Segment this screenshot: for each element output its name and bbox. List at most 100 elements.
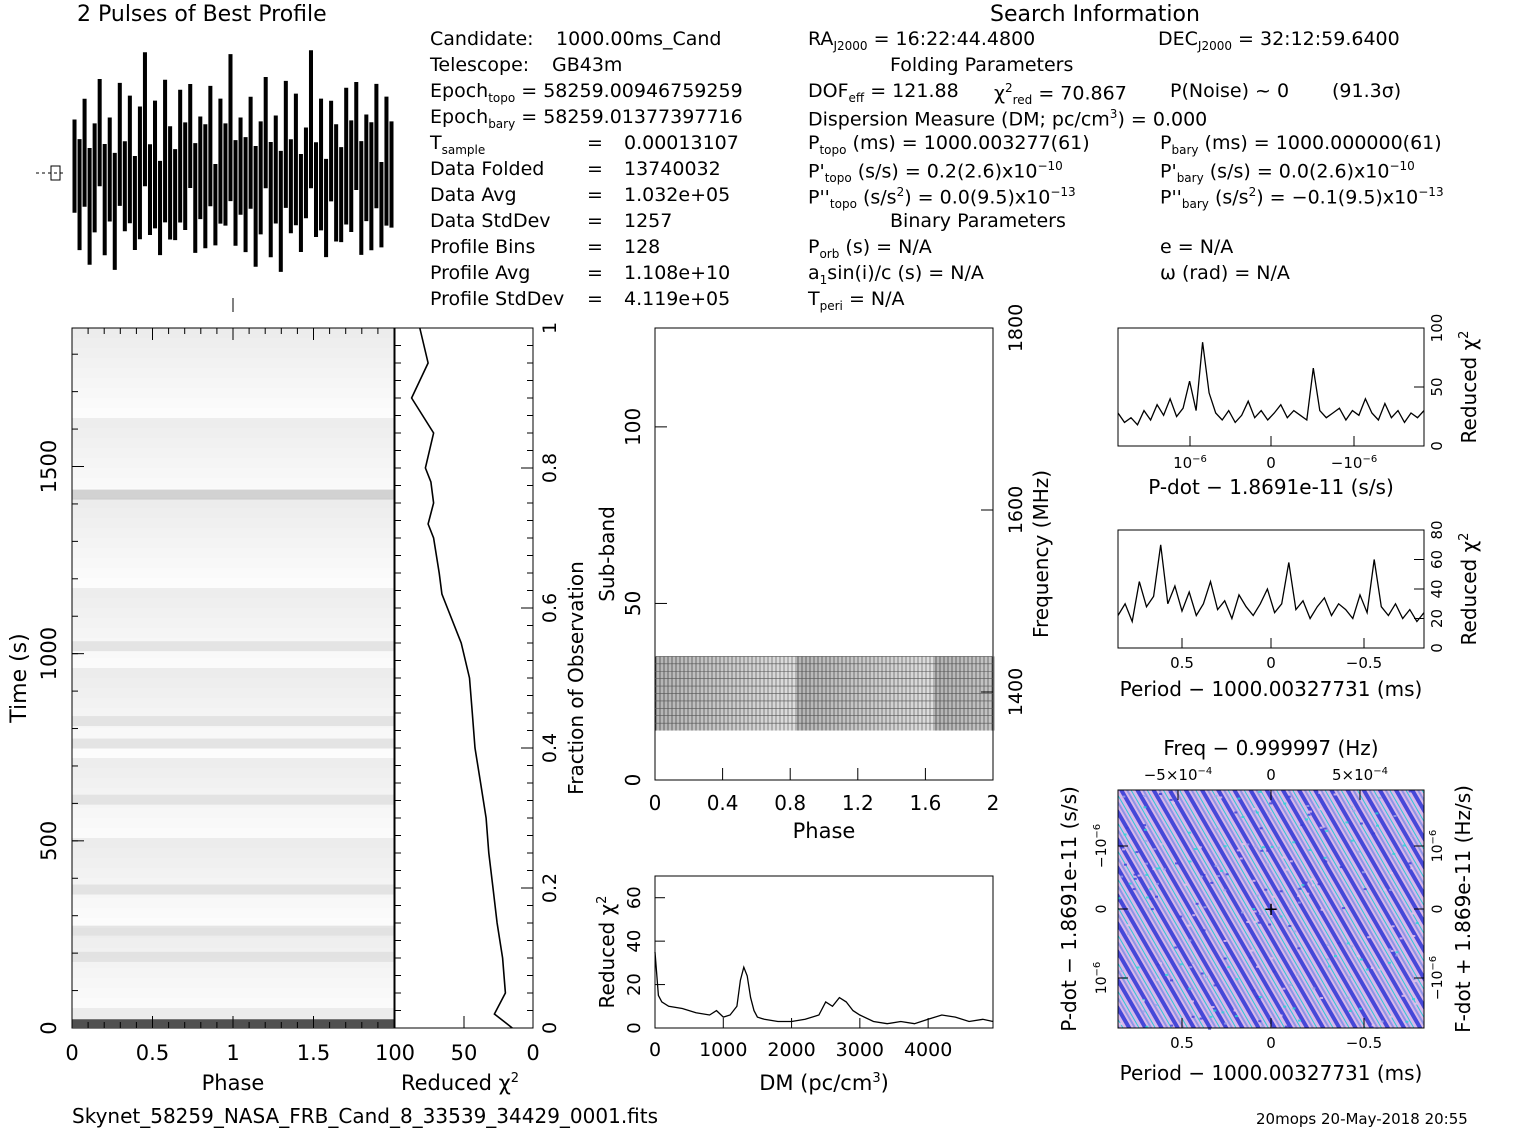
- p-pdot-pixel: [1170, 979, 1173, 982]
- p-pdot-pixel: [1191, 1000, 1194, 1003]
- p-pdot-pixel: [1136, 966, 1140, 969]
- p-pdot-pixel: [1255, 995, 1259, 998]
- x-tick-label: 2: [987, 791, 1000, 815]
- p-pdot-pixel: [1377, 968, 1381, 971]
- time-phase-bright-row: [72, 716, 394, 727]
- time-phase-row: [72, 338, 394, 348]
- time-phase-row: [72, 918, 394, 928]
- p-pdot-pixel: [1188, 987, 1192, 990]
- y-tick-label: 20: [624, 973, 645, 996]
- p-pdot-pixel: [1389, 888, 1393, 891]
- info-row-label: Tsample: [430, 132, 486, 157]
- info-row-eq: =: [587, 236, 603, 258]
- x-tick-label: 50: [451, 1041, 478, 1065]
- p-pdot-pixel: [1298, 887, 1302, 890]
- time-phase-row: [72, 768, 394, 778]
- p-pdot-pixel: [1252, 989, 1256, 992]
- x-tick-label: 2000: [767, 1039, 815, 1061]
- time-phase-row: [72, 978, 394, 988]
- y-tick-label: 0.4: [539, 733, 561, 763]
- time-phase-row: [72, 908, 394, 918]
- p-pdot-pixel: [1195, 902, 1199, 905]
- p-pdot-pixel: [1323, 827, 1327, 830]
- p-pdot-pixel: [1410, 835, 1414, 837]
- info-row-value: 0.00013107: [624, 132, 739, 154]
- subband-panel: 0 0.4 0.8 1.2 1.6 2 0 50 100 1400 1600 1800: [621, 304, 1027, 815]
- p-pdot-pixel: [1304, 881, 1308, 884]
- epoch-bary: Epochbary = 58259.01377397716: [430, 106, 743, 131]
- p-pdot-pixel: [1345, 821, 1349, 824]
- y-tick-label: 0: [1094, 905, 1110, 914]
- t-peri: Tperi = N/A: [808, 288, 905, 313]
- y-tick-label: 10−6: [1092, 962, 1110, 995]
- p-pdot-pixel: [1359, 822, 1363, 825]
- p-pdot-pixel: [1292, 1007, 1296, 1010]
- x-tick-label: 0.4: [707, 791, 739, 815]
- p-pdot-pixel: [1239, 857, 1243, 860]
- epoch-topo: Epochtopo = 58259.00946759259: [430, 80, 743, 105]
- p-pdot-pixel: [1183, 883, 1187, 886]
- p-pdot-pixel: [1213, 1009, 1217, 1012]
- period-panel: 0 20 40 60 80 0.5 0 −0.5: [1117, 520, 1446, 672]
- p-pdot-pixel: [1118, 905, 1121, 908]
- p-pdot-pixel: [1169, 790, 1173, 793]
- pddot-bary: P''bary (s/s2) = −0.1(9.5)x10−13: [1160, 185, 1444, 212]
- p-pdot-pixel: [1214, 864, 1218, 867]
- time-phase-row: [72, 448, 394, 458]
- time-phase-row: [72, 778, 394, 788]
- time-phase-rows: [72, 328, 394, 1028]
- p-pdot-pixel: [1356, 954, 1360, 957]
- p-pdot-pixel: [1175, 862, 1178, 865]
- p-pdot-pixel: [1159, 843, 1163, 846]
- time-phase-row: [72, 458, 394, 468]
- time-phase-row: [72, 578, 394, 588]
- p-pdot-pixel: [1257, 997, 1261, 1000]
- p-pdot-pixel: [1288, 925, 1292, 927]
- telescope-label: Telescope:: [430, 54, 530, 76]
- p-pdot-pixel: [1236, 849, 1240, 852]
- time-phase-bright-row: [72, 489, 394, 500]
- y-tick-label: 100: [1428, 314, 1446, 343]
- time-phase-row: [72, 348, 394, 358]
- p-pdot-pixel: [1143, 824, 1146, 827]
- p-pdot-pixel: [1158, 958, 1162, 961]
- x-tick-label: 0: [649, 1039, 661, 1061]
- p-pdot-pixel: [1268, 812, 1272, 815]
- p-topo: Ptopo (ms) = 1000.003277(61): [808, 132, 1090, 157]
- p-pdot-pixel: [1289, 860, 1293, 863]
- y-tick-label: 500: [37, 821, 61, 861]
- p-pdot-pixel: [1293, 930, 1297, 933]
- p-pdot-pixel: [1223, 845, 1227, 848]
- p-pdot-pixel: [1118, 897, 1121, 900]
- y-tick-label: 1000: [37, 627, 61, 680]
- p-pdot-pixel: [1146, 907, 1150, 910]
- p-pdot-pixel: [1359, 958, 1363, 961]
- time-phase-row: [72, 508, 394, 518]
- p-pdot-pixel: [1302, 885, 1306, 888]
- info-row-label: Profile Avg: [430, 262, 531, 284]
- p-pdot-pixel: [1254, 845, 1258, 848]
- p-pdot-pixel: [1277, 846, 1280, 849]
- p-pdot-pixel: [1169, 798, 1173, 801]
- p-pdot-pixel: [1159, 962, 1162, 965]
- info-row-eq: =: [587, 132, 603, 154]
- x-tick-label: 0: [649, 791, 662, 815]
- p-pdot-pixel: [1233, 1009, 1237, 1012]
- time-phase-row: [72, 608, 394, 618]
- x-tick-label: 1: [226, 1041, 239, 1065]
- p-pdot-pixel: [1411, 912, 1415, 915]
- p-pdot-pixel: [1223, 957, 1227, 960]
- p-pdot-pixel: [1223, 940, 1227, 942]
- p-pdot-pixel: [1144, 823, 1148, 826]
- p-pdot-pixel: [1156, 963, 1160, 966]
- binary-params-title: Binary Parameters: [890, 210, 1066, 232]
- p-pdot-pixel: [1158, 793, 1162, 795]
- p-pdot-pixel: [1213, 984, 1217, 987]
- p-pdot-pixel: [1372, 832, 1376, 835]
- p-pdot-pixel: [1305, 818, 1308, 821]
- p-pdot-pixel: [1152, 868, 1156, 871]
- p-pdot-pixel: [1246, 843, 1250, 846]
- info-row-eq: =: [587, 158, 603, 180]
- search-info-title: Search Information: [990, 2, 1200, 27]
